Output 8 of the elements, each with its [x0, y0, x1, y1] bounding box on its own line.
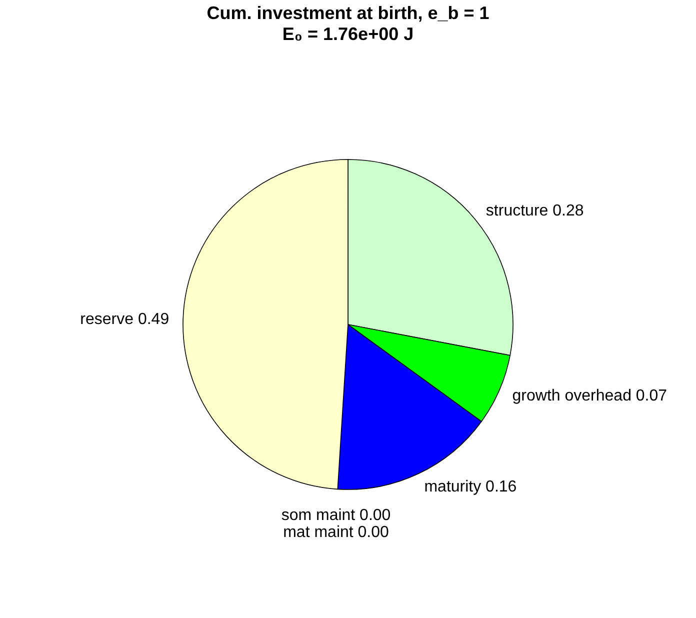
category-label: som maint 0.00 — [281, 507, 391, 524]
slice-label: structure 0.28 — [486, 202, 584, 220]
category-label: mat maint 0.00 — [283, 524, 389, 542]
chart-subtitle: E₀ = 1.76e+00 J — [282, 24, 414, 44]
chart-title: Cum. investment at birth, e_b = 1 — [206, 3, 490, 23]
slice-label: maturity 0.16 — [424, 478, 517, 496]
slice-label: growth overhead 0.07 — [512, 388, 668, 405]
slice-label: reserve 0.49 — [80, 310, 170, 328]
